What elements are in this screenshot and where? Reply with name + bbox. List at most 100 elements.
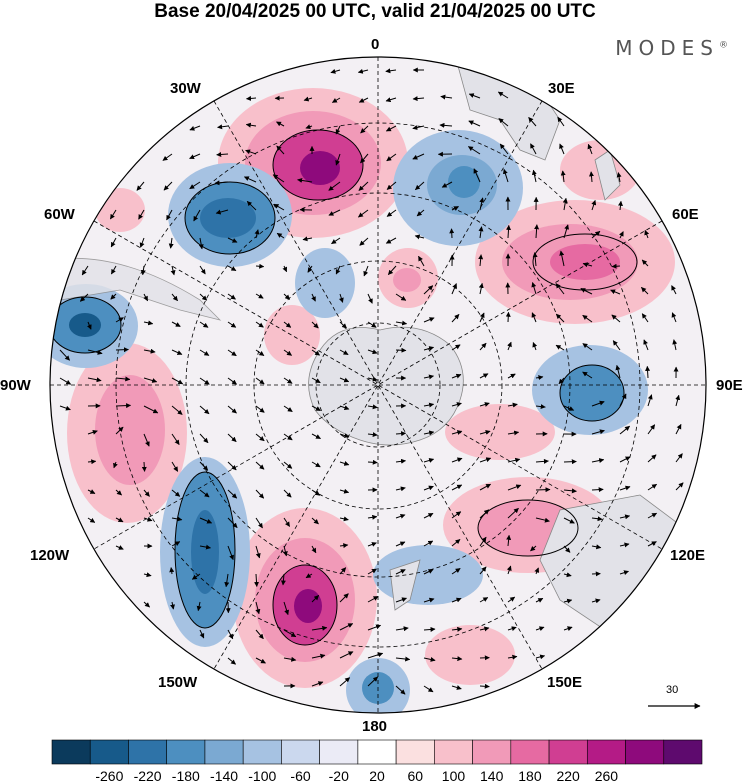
wind-vector xyxy=(619,456,631,463)
wind-vector xyxy=(535,597,544,603)
wind-vector xyxy=(416,209,425,217)
wind-vector xyxy=(451,206,459,211)
wind-vector xyxy=(479,536,487,547)
positive-anomaly xyxy=(95,375,165,485)
wind-vector xyxy=(87,459,97,465)
colorbar-swatch xyxy=(166,739,206,765)
brand-mark: ® xyxy=(719,40,728,51)
wind-vector xyxy=(143,516,153,522)
wind-vector xyxy=(199,293,208,301)
wind-vector xyxy=(507,341,512,351)
wind-vector xyxy=(615,364,621,379)
positive-anomaly xyxy=(264,305,320,365)
wind-vector xyxy=(367,432,378,438)
wind-vector xyxy=(283,377,293,384)
wind-vector xyxy=(535,458,549,464)
wind-vector xyxy=(591,487,604,493)
wind-vector xyxy=(672,339,678,351)
wind-vector xyxy=(647,541,657,547)
wind-vector xyxy=(305,124,313,130)
wind-vector xyxy=(339,623,354,631)
wind-vector xyxy=(507,654,518,660)
wind-vector xyxy=(282,265,288,273)
wind-vector xyxy=(311,293,316,302)
wind-vector xyxy=(385,68,397,74)
colorbar-swatch xyxy=(319,739,359,765)
wind-vector xyxy=(439,122,453,128)
wind-vector xyxy=(675,482,684,491)
wind-vector xyxy=(528,117,537,127)
lon-label-0: 0 xyxy=(371,36,380,53)
contours xyxy=(50,129,638,646)
wind-vector xyxy=(339,377,350,383)
wind-vector xyxy=(143,377,158,383)
wind-vector xyxy=(616,172,622,183)
wind-vector xyxy=(358,97,369,103)
wind-vector xyxy=(338,293,344,303)
wind-vector xyxy=(245,149,257,155)
wind-vector xyxy=(505,311,511,323)
wind-vector xyxy=(358,181,369,191)
wind-vector xyxy=(479,509,490,519)
colorbar-tick-label: 180 xyxy=(518,768,542,783)
wind-vector xyxy=(339,321,347,329)
wind-vector xyxy=(449,228,455,239)
wind-vector xyxy=(414,234,425,240)
wind-vector xyxy=(506,224,512,239)
lon-label-30e: 30E xyxy=(548,80,575,97)
colorbar-swatch xyxy=(472,739,512,765)
negative-anomaly xyxy=(373,545,483,605)
wind-vector xyxy=(110,265,117,275)
wind-vector xyxy=(563,598,573,604)
wind-vector xyxy=(283,517,291,527)
colorbar-swatch xyxy=(51,739,91,765)
lon-label-120w: 120W xyxy=(30,547,70,564)
wind-vector xyxy=(451,539,461,547)
wind-vector xyxy=(166,209,173,221)
wind-vector xyxy=(647,512,658,519)
lon-label-90e: 90E xyxy=(716,377,743,394)
wind-vector xyxy=(357,209,369,218)
wind-vector xyxy=(360,153,369,164)
wind-vector xyxy=(227,377,238,385)
wind-vector xyxy=(311,545,317,554)
wind-vector xyxy=(395,513,406,519)
lon-label-150e: 150E xyxy=(547,674,583,691)
wind-vector xyxy=(423,512,434,519)
wind-vector xyxy=(171,461,179,472)
wind-vector xyxy=(339,405,350,411)
wind-vector xyxy=(587,143,593,155)
wind-vector xyxy=(283,656,297,662)
wind-vector xyxy=(558,377,565,385)
wind-vector xyxy=(498,118,509,127)
wind-vector xyxy=(535,517,550,523)
wind-vector xyxy=(330,68,341,74)
wind-vector xyxy=(199,265,206,275)
wind-vector xyxy=(580,288,593,295)
wind-vector xyxy=(385,237,397,244)
wind-vector xyxy=(143,572,152,578)
wind-vector xyxy=(530,545,537,552)
wind-vector xyxy=(359,237,369,246)
wind-vector xyxy=(395,626,409,632)
lon-label-30w: 30W xyxy=(170,80,201,97)
wind-vector xyxy=(610,289,621,295)
wind-vector xyxy=(189,153,201,160)
wind-vector xyxy=(479,626,490,632)
wind-vector xyxy=(276,145,285,155)
wind-vector xyxy=(440,94,453,100)
wind-vector xyxy=(530,143,537,155)
wind-vector xyxy=(395,347,407,353)
wind-vector xyxy=(563,488,577,494)
wind-vector xyxy=(451,656,463,662)
negative-anomaly xyxy=(69,313,101,337)
wind-vector xyxy=(395,569,406,575)
colorbar-swatch xyxy=(357,739,397,765)
wind-vector xyxy=(191,573,201,580)
wind-vector xyxy=(562,197,568,211)
wind-vector xyxy=(305,573,313,579)
wind-vector xyxy=(227,461,237,471)
wind-vector xyxy=(395,656,411,662)
wind-vector xyxy=(423,402,435,408)
wind-vector xyxy=(479,429,491,435)
